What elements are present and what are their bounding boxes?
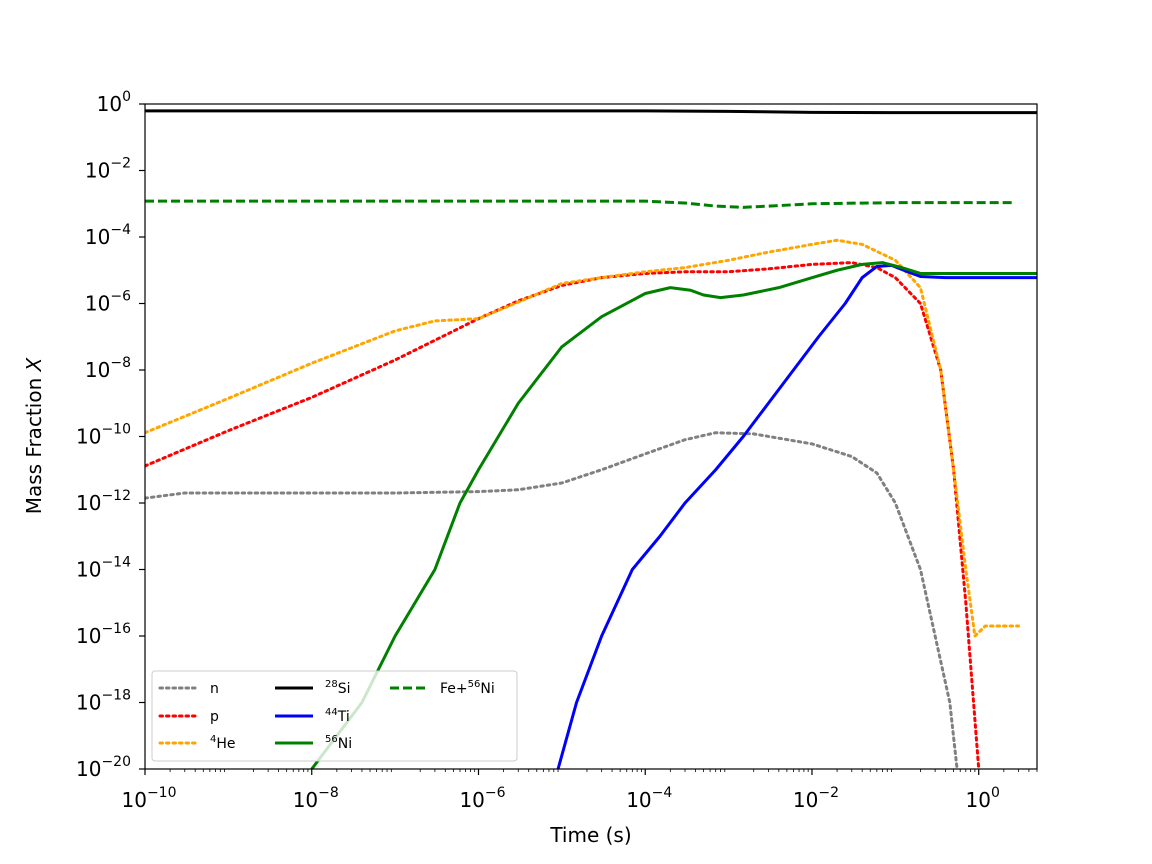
x-tick-label-exp: −6 [485, 785, 506, 801]
x-axis-label: Time (s) [549, 823, 631, 847]
x-tick-label: 100 [966, 785, 1000, 812]
legend-label-sup: 56 [325, 734, 338, 745]
y-tick-label-exp: 0 [122, 89, 131, 105]
y-tick-label-exp: −10 [101, 422, 131, 438]
y-tick-label: 10−2 [85, 156, 131, 183]
series-line-he4 [145, 238, 1020, 638]
legend-label-base: n [210, 681, 219, 697]
y-tick-label-exp: −6 [110, 289, 131, 305]
y-axis: 10010−210−410−610−810−1010−1210−1410−161… [76, 89, 145, 781]
x-tick-label-exp: −10 [147, 785, 177, 801]
y-axis-label: Mass Fraction X [22, 356, 46, 514]
legend-label-he4: 4He [210, 734, 236, 752]
legend-label-sup: 4 [210, 734, 216, 745]
legend-label-sup: 56 [468, 679, 481, 690]
x-tick-label: 10−10 [122, 785, 177, 812]
y-tick-label-base: 10 [76, 425, 101, 449]
x-tick-label-base: 10 [793, 788, 818, 812]
y-tick-label: 10−12 [76, 488, 131, 515]
x-tick-label: 10−8 [293, 785, 339, 812]
x-tick-label-exp: 0 [991, 785, 1000, 801]
series-line-ti44 [556, 263, 1037, 769]
y-tick-label: 10−8 [85, 355, 131, 382]
y-tick-label: 10−20 [76, 754, 131, 781]
y-tick-label-base: 10 [85, 358, 110, 382]
legend-label-prefix: Fe+ [440, 681, 468, 697]
legend-label-n: n [210, 681, 219, 697]
y-tick-label-base: 10 [76, 491, 101, 515]
x-tick-label: 10−2 [793, 785, 839, 812]
y-tick-label-exp: −8 [110, 355, 131, 371]
x-tick-label-base: 10 [966, 788, 991, 812]
y-tick-label-exp: −4 [110, 222, 131, 238]
legend-label-sup: 44 [325, 707, 338, 718]
x-tick-label-exp: −8 [318, 785, 339, 801]
series-line-ni56 [310, 261, 1037, 769]
y-tick-label: 10−18 [76, 688, 131, 715]
x-tick-label: 10−6 [459, 785, 505, 812]
plot-area [145, 109, 1037, 769]
series-line-si28 [145, 109, 1037, 115]
y-axis-label-text: Mass Fraction [22, 371, 46, 514]
y-tick-label-exp: −2 [110, 156, 131, 172]
legend-label-base: p [210, 709, 219, 725]
legend-label-p: p [210, 709, 219, 725]
y-axis-label-var: X [22, 356, 46, 372]
x-tick-label-base: 10 [122, 788, 147, 812]
y-tick-label-base: 10 [97, 92, 122, 116]
x-tick-label-exp: −4 [652, 785, 673, 801]
y-tick-label-base: 10 [85, 159, 110, 183]
y-tick-label-base: 10 [85, 225, 110, 249]
legend-label-ti44: 44Ti [325, 707, 350, 725]
y-tick-label-exp: −16 [101, 621, 131, 637]
legend-label-base: Ni [338, 736, 352, 752]
y-tick-label-exp: −12 [101, 488, 131, 504]
legend-label-ni56: 56Ni [325, 734, 352, 752]
y-tick-label-base: 10 [76, 558, 101, 582]
y-tick-label: 10−4 [85, 222, 131, 249]
y-tick-label-exp: −18 [101, 688, 131, 704]
legend-label-base: Ti [337, 709, 350, 725]
y-tick-label-base: 10 [76, 624, 101, 648]
x-tick-label-base: 10 [459, 788, 484, 812]
y-tick-label-exp: −20 [101, 754, 131, 770]
x-axis: 10−10 10−8 10−6 10−4 10−2 100 [122, 769, 1038, 812]
y-tick-label: 10−10 [76, 422, 131, 449]
x-tick-label: 10−4 [626, 785, 672, 812]
y-tick-label: 10−14 [76, 555, 131, 582]
y-tick-label: 10−16 [76, 621, 131, 648]
legend-box [151, 670, 518, 762]
y-tick-label: 100 [97, 89, 131, 116]
y-tick-label-exp: −14 [101, 555, 131, 571]
x-tick-label-base: 10 [626, 788, 651, 812]
x-tick-label-exp: −2 [818, 785, 839, 801]
y-tick-label-base: 10 [85, 292, 110, 316]
series-line-n [145, 431, 959, 769]
legend-label-tail: Ni [480, 681, 494, 697]
y-tick-label: 10−6 [85, 289, 131, 316]
x-tick-label-base: 10 [293, 788, 318, 812]
y-tick-label-base: 10 [76, 757, 101, 781]
legend-label-sup: 28 [325, 679, 338, 690]
legend-label-base: He [216, 736, 235, 752]
legend-label-base: Si [338, 681, 351, 697]
y-tick-label-base: 10 [76, 691, 101, 715]
series-line-feni56 [145, 199, 1012, 209]
legend-label-si28: 28Si [325, 679, 351, 697]
legend-label-feni56: Fe+56Ni [440, 679, 495, 697]
